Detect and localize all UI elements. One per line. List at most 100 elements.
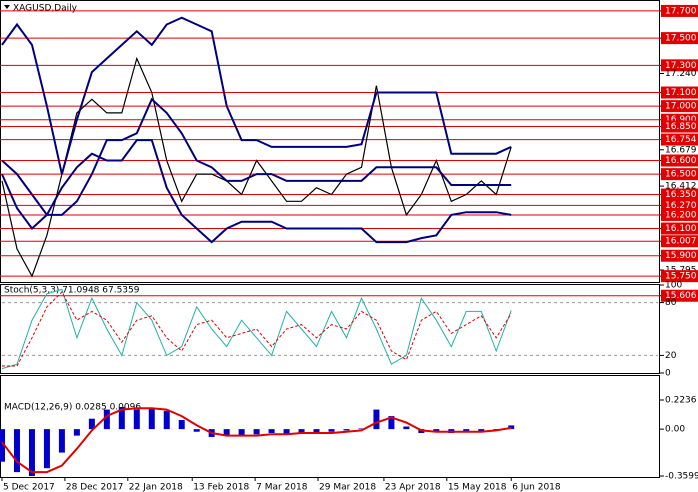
y-tick-label: 16.754 bbox=[665, 135, 697, 145]
series-line bbox=[1, 97, 512, 216]
y-tick-label: 20 bbox=[665, 351, 677, 361]
y-tick-label: 16.900 bbox=[665, 115, 697, 125]
x-tick-label: 5 Dec 2017 bbox=[3, 483, 55, 492]
series-line bbox=[1, 56, 512, 278]
y-tick-label: 16.100 bbox=[665, 224, 697, 234]
x-tick-label: 7 Mar 2018 bbox=[256, 483, 308, 492]
y-tick-label: 16.850 bbox=[665, 122, 697, 132]
x-tick-label: 13 Feb 2018 bbox=[193, 483, 249, 492]
y-tick-label: 80 bbox=[665, 298, 677, 308]
histogram-bar bbox=[178, 420, 185, 430]
histogram-bar bbox=[463, 429, 470, 432]
y-tick-label: 16.007 bbox=[665, 237, 697, 247]
histogram-bar bbox=[73, 429, 80, 436]
chart-title: XAGUSD,Daily bbox=[13, 4, 78, 14]
series-line bbox=[1, 407, 512, 474]
level-label-box bbox=[661, 235, 698, 248]
histogram-bar bbox=[133, 409, 140, 430]
histogram-bar bbox=[193, 429, 200, 432]
histogram-bar bbox=[403, 426, 410, 430]
y-tick-label: 0.2236 bbox=[665, 396, 697, 406]
y-tick-label: 17.700 bbox=[665, 6, 697, 16]
y-tick-label: 17.000 bbox=[665, 102, 697, 112]
y-tick-label: -0.3599 bbox=[665, 472, 698, 482]
y-tick-label: 17.300 bbox=[665, 61, 697, 71]
x-tick-label: 28 Dec 2017 bbox=[66, 483, 124, 492]
level-label-box bbox=[661, 120, 698, 133]
y-tick-label: 16.500 bbox=[665, 170, 697, 180]
histogram-bar bbox=[253, 429, 260, 435]
y-tick-label: 16.350 bbox=[665, 190, 697, 200]
histogram-bar bbox=[88, 418, 95, 430]
x-tick-label: 6 Jun 2018 bbox=[512, 483, 561, 492]
series-line bbox=[1, 16, 512, 175]
histogram-bar bbox=[358, 428, 365, 430]
y-tick-label: 16.600 bbox=[665, 156, 697, 166]
menu-arrow[interactable] bbox=[4, 5, 10, 9]
histogram-bar bbox=[223, 429, 230, 436]
level-label-box bbox=[661, 208, 698, 221]
y-tick-label: 0.00 bbox=[665, 425, 685, 435]
price-panel bbox=[0, 0, 660, 283]
histogram-bar bbox=[103, 409, 110, 430]
level-label-box bbox=[661, 222, 698, 235]
level-label-box bbox=[661, 4, 698, 17]
y-tick-label: 16.412 bbox=[665, 182, 697, 192]
series-line bbox=[2, 291, 512, 367]
histogram-bar bbox=[268, 429, 275, 434]
histogram-bar bbox=[508, 425, 515, 430]
stoch-panel bbox=[0, 284, 660, 374]
histogram-bar bbox=[478, 429, 485, 432]
series-line bbox=[1, 288, 512, 370]
histogram-bar bbox=[43, 429, 50, 469]
histogram-bar bbox=[283, 429, 290, 435]
level-label-box bbox=[661, 154, 698, 167]
y-tick-label: 17.500 bbox=[665, 34, 697, 44]
x-tick-label: 15 May 2018 bbox=[448, 483, 507, 492]
y-tick-label: 17.240 bbox=[665, 69, 697, 79]
histogram-bar bbox=[58, 429, 65, 453]
level-label-box bbox=[661, 133, 698, 146]
y-tick-label: 15.606 bbox=[665, 291, 697, 301]
y-tick-label: 16.200 bbox=[665, 210, 697, 220]
level-label-box bbox=[661, 289, 698, 302]
y-tick-label: 100 bbox=[665, 281, 682, 291]
x-tick-label: 23 Apr 2018 bbox=[385, 483, 441, 492]
macd-title: MACD(12,26,9) 0.0285 0.0096 bbox=[4, 403, 141, 413]
histogram-bar bbox=[343, 429, 350, 431]
histogram-bar bbox=[163, 410, 170, 430]
level-label-box bbox=[661, 86, 698, 99]
stoch-title: Stoch(5,3,3) 71.0948 67.5359 bbox=[4, 286, 140, 296]
y-tick-label: 17.100 bbox=[665, 88, 697, 98]
y-tick-label: 16.270 bbox=[665, 201, 697, 211]
histogram-bar bbox=[28, 429, 35, 477]
y-tick-label: 15.750 bbox=[665, 272, 697, 282]
y-tick-label: 0 bbox=[665, 369, 671, 379]
level-label-box bbox=[661, 270, 698, 283]
histogram-bar bbox=[433, 429, 440, 432]
x-tick-label: 22 Jan 2018 bbox=[129, 483, 183, 492]
level-label-box bbox=[661, 168, 698, 181]
level-label-box bbox=[661, 32, 698, 45]
histogram-bar bbox=[313, 429, 320, 434]
series-line bbox=[1, 139, 512, 244]
histogram-bar bbox=[13, 429, 20, 473]
histogram-bar bbox=[148, 408, 155, 430]
histogram-bar bbox=[0, 429, 5, 462]
macd-panel bbox=[0, 375, 660, 478]
x-tick-label: 29 Mar 2018 bbox=[319, 483, 376, 492]
histogram-bar bbox=[388, 416, 395, 430]
histogram-bar bbox=[373, 409, 380, 430]
histogram-bar bbox=[118, 406, 125, 430]
level-label-box bbox=[661, 59, 698, 72]
level-label-box bbox=[661, 199, 698, 212]
level-label-box bbox=[661, 100, 698, 113]
histogram-bar bbox=[328, 429, 335, 432]
y-tick-label: 16.679 bbox=[665, 145, 697, 155]
histogram-bar bbox=[238, 429, 245, 436]
level-label-box bbox=[661, 188, 698, 201]
level-label-box bbox=[661, 249, 698, 262]
y-tick-label: 15.900 bbox=[665, 251, 697, 261]
